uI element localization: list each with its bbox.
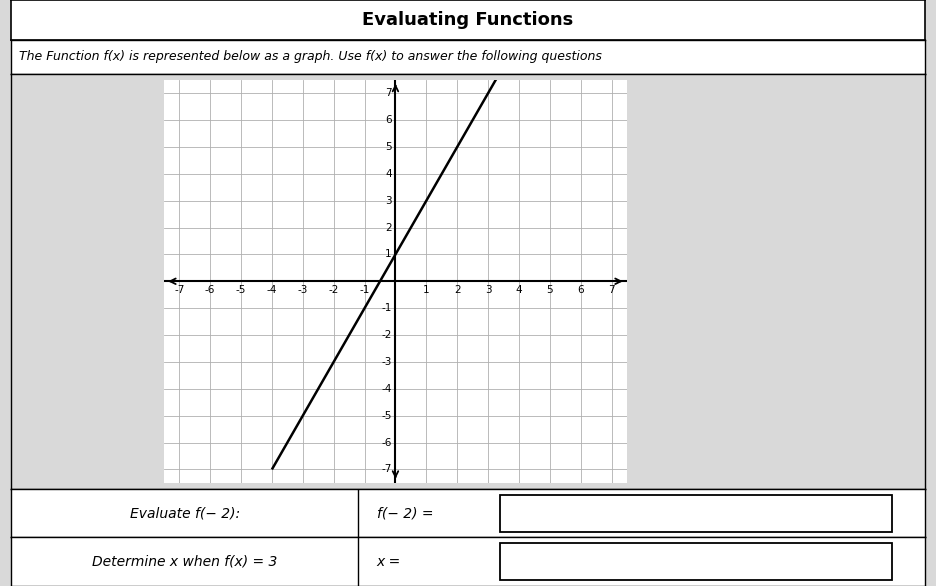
Text: Determine x when f(x) = 3: Determine x when f(x) = 3 xyxy=(92,555,277,568)
Text: 5: 5 xyxy=(547,285,553,295)
Text: -2: -2 xyxy=(381,330,392,340)
Text: -1: -1 xyxy=(381,303,392,313)
Text: -5: -5 xyxy=(236,285,246,295)
Text: -6: -6 xyxy=(381,438,392,448)
Text: Evaluating Functions: Evaluating Functions xyxy=(362,11,574,29)
Text: -1: -1 xyxy=(359,285,370,295)
Text: 4: 4 xyxy=(516,285,522,295)
Text: f(− 2) =: f(− 2) = xyxy=(376,506,433,520)
Bar xyxy=(500,543,892,580)
Text: 1: 1 xyxy=(423,285,430,295)
Text: 7: 7 xyxy=(385,88,392,98)
Text: 3: 3 xyxy=(385,196,392,206)
Text: -6: -6 xyxy=(205,285,215,295)
Text: 4: 4 xyxy=(385,169,392,179)
Text: 7: 7 xyxy=(608,285,615,295)
Bar xyxy=(500,495,892,532)
Text: -5: -5 xyxy=(381,411,392,421)
Text: -4: -4 xyxy=(381,384,392,394)
Text: 6: 6 xyxy=(578,285,584,295)
Text: 3: 3 xyxy=(485,285,491,295)
Text: -7: -7 xyxy=(381,465,392,475)
Text: 6: 6 xyxy=(385,115,392,125)
Text: -3: -3 xyxy=(381,357,392,367)
Text: -7: -7 xyxy=(174,285,184,295)
Text: -3: -3 xyxy=(298,285,308,295)
Text: -4: -4 xyxy=(267,285,277,295)
Text: x =: x = xyxy=(376,555,401,568)
Text: Evaluate f(− 2):: Evaluate f(− 2): xyxy=(130,506,240,520)
Text: -2: -2 xyxy=(329,285,339,295)
Text: The Function f(x) is represented below as a graph. Use f(x) to answer the follow: The Function f(x) is represented below a… xyxy=(19,50,602,63)
Text: 2: 2 xyxy=(385,223,392,233)
Text: 2: 2 xyxy=(454,285,461,295)
Text: 1: 1 xyxy=(385,250,392,260)
Text: 5: 5 xyxy=(385,142,392,152)
